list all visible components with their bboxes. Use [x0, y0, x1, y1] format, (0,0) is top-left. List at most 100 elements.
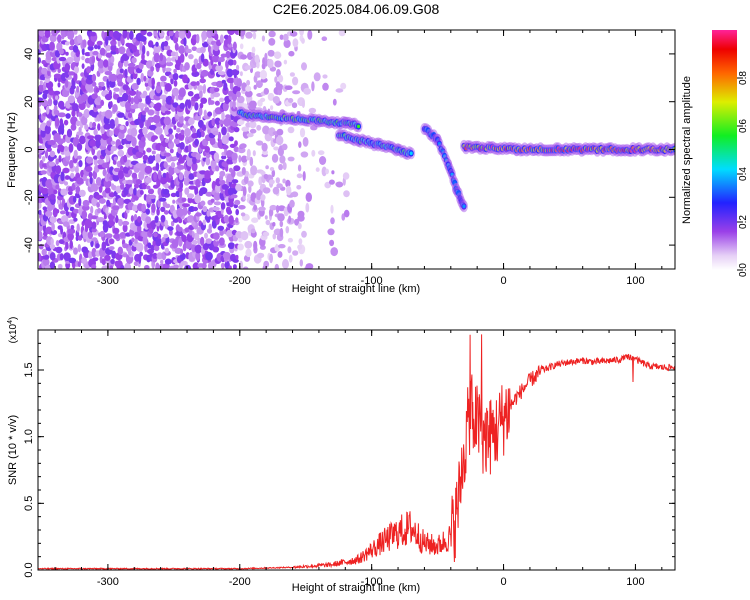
- heatmap-noise-cell: [237, 243, 244, 251]
- heatmap-noise-cell: [242, 186, 247, 197]
- heatmap-noise-cell: [168, 165, 175, 176]
- heatmap-noise-cell: [63, 119, 69, 126]
- heatmap-noise-cell: [134, 145, 139, 150]
- heatmap-noise-cell: [249, 156, 254, 167]
- heatmap-noise-cell: [67, 30, 75, 40]
- heatmap-noise-cell: [38, 30, 45, 37]
- heatmap-noise-cell: [83, 108, 90, 119]
- heatmap-noise-cell: [267, 49, 275, 57]
- heatmap-noise-cell: [54, 30, 60, 34]
- heatmap-noise-cell: [134, 183, 140, 189]
- heatmap-noise-cell: [200, 200, 206, 207]
- heatmap-noise-cell: [91, 247, 97, 258]
- heatmap-noise-cell: [232, 41, 237, 51]
- heatmap-noise-cell: [151, 150, 156, 155]
- heatmap-noise-cell: [273, 146, 280, 151]
- heatmap-noise-cell: [180, 260, 188, 266]
- heatmap-noise-cell: [85, 156, 94, 164]
- heatmap-noise-cell: [277, 205, 286, 212]
- heatmap-noise-cell: [110, 39, 117, 46]
- heatmap-noise-cell: [163, 152, 171, 157]
- heatmap-x-axis-label: Height of straight line (km): [292, 283, 420, 295]
- heatmap-noise-cell: [154, 62, 162, 69]
- heatmap-noise-cell: [101, 30, 105, 39]
- heatmap-noise-cell: [54, 117, 60, 127]
- heatmap-noise-cell: [335, 181, 344, 188]
- heatmap-noise-cell: [245, 248, 252, 258]
- heatmap-noise-cell: [221, 144, 229, 150]
- heatmap-noise-cell: [179, 154, 183, 163]
- heatmap-noise-cell: [66, 128, 73, 138]
- heatmap-noise-cell: [55, 209, 60, 214]
- heatmap-noise-cell: [160, 206, 166, 212]
- heatmap-noise-cell: [274, 76, 278, 83]
- heatmap-noise-cell: [131, 172, 137, 179]
- heatmap-noise-cell: [231, 152, 238, 161]
- heatmap-noise-cell: [187, 99, 192, 109]
- heatmap-noise-cell: [227, 59, 235, 66]
- heatmap-noise-cell: [111, 183, 115, 190]
- heatmap-noise-cell: [49, 41, 55, 51]
- heatmap-noise-cell: [73, 72, 78, 82]
- heatmap-noise-cell: [93, 129, 98, 136]
- heatmap-noise-cell: [160, 259, 164, 265]
- heatmap-noise-cell: [115, 215, 119, 224]
- heatmap-noise-cell: [124, 68, 128, 78]
- heatmap-noise-cell: [194, 244, 203, 254]
- heatmap-noise-cell: [81, 257, 87, 265]
- heatmap-noise-cell: [253, 84, 257, 90]
- heatmap-noise-cell: [163, 45, 171, 51]
- heatmap-noise-cell: [104, 254, 111, 261]
- heatmap-noise-cell: [277, 147, 284, 157]
- heatmap-noise-cell: [162, 188, 170, 195]
- heatmap-noise-cell: [76, 143, 83, 151]
- heatmap-noise-cell: [288, 254, 293, 263]
- heatmap-noise-cell: [138, 255, 142, 264]
- heatmap-noise-cell: [57, 34, 62, 43]
- heatmap-noise-cell: [287, 237, 293, 243]
- heatmap-noise-cell: [102, 85, 106, 91]
- heatmap-noise-cell: [262, 57, 266, 66]
- heatmap-noise-cell: [315, 167, 320, 172]
- heatmap-noise-cell: [150, 102, 155, 108]
- heatmap-noise-cell: [292, 76, 299, 86]
- heatmap-noise-cell: [199, 89, 203, 99]
- heatmap-noise-cell: [178, 217, 183, 224]
- heatmap-noise-cell: [179, 53, 185, 63]
- heatmap-noise-cell: [63, 181, 69, 186]
- heatmap-noise-cell: [153, 30, 158, 37]
- heatmap-noise-cell: [211, 117, 216, 127]
- heatmap-noise-cell: [38, 106, 41, 116]
- heatmap-noise-cell: [91, 73, 97, 82]
- heatmap-noise-cell: [321, 36, 328, 41]
- heatmap-noise-cell: [96, 40, 103, 46]
- heatmap-noise-cell: [105, 207, 109, 215]
- heatmap-noise-cell: [65, 51, 69, 56]
- heatmap-noise-cell: [188, 117, 195, 125]
- heatmap-noise-cell: [178, 87, 186, 98]
- heatmap-noise-cell: [311, 81, 315, 92]
- heatmap-noise-cell: [173, 125, 177, 130]
- heatmap-noise-cell: [145, 208, 150, 215]
- heatmap-noise-cell: [129, 187, 134, 195]
- heatmap-noise-cell: [109, 265, 114, 269]
- heatmap-noise-cell: [268, 208, 274, 217]
- heatmap-noise-cell: [179, 180, 184, 190]
- heatmap-noise-cell: [50, 229, 58, 236]
- heatmap-noise-cell: [131, 44, 137, 53]
- heatmap-noise-cell: [241, 167, 246, 175]
- heatmap-noise-cell: [212, 55, 220, 63]
- heatmap-noise-cell: [139, 190, 144, 195]
- heatmap-noise-cell: [85, 82, 94, 92]
- heatmap-noise-cell: [86, 66, 92, 74]
- heatmap-noise-cell: [82, 39, 87, 48]
- heatmap-noise-cell: [59, 118, 64, 126]
- heatmap-noise-cell: [264, 52, 268, 62]
- snr-multiplier-suffix: ): [8, 317, 19, 320]
- heatmap-noise-cell: [119, 68, 124, 74]
- heatmap-noise-cell: [97, 123, 101, 131]
- heatmap-noise-cell: [72, 196, 77, 203]
- heatmap-noise-cell: [89, 31, 97, 37]
- heatmap-noise-cell: [117, 246, 124, 255]
- heatmap-noise-cell: [109, 30, 114, 38]
